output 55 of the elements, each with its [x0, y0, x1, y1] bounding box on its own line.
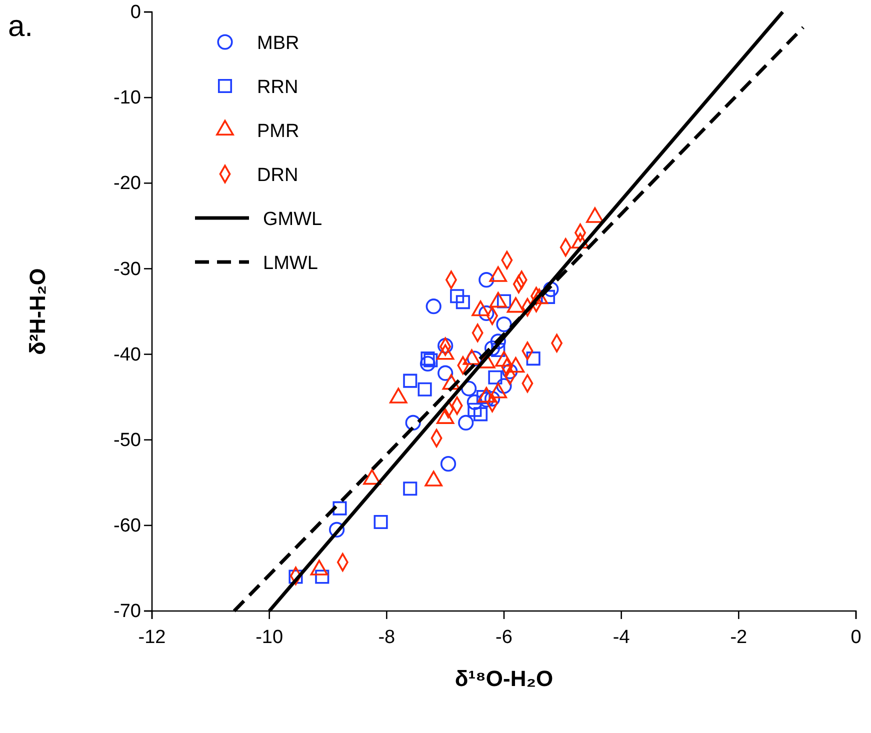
point [474, 407, 488, 422]
x-axis-title: δ¹⁸O-H₂O [454, 666, 554, 691]
point [488, 370, 502, 384]
y-tick-label: -40 [114, 344, 141, 366]
x-tick-label: -12 [138, 626, 166, 648]
point [438, 365, 454, 381]
x-tick-label: -4 [612, 626, 630, 648]
point [403, 374, 418, 388]
point [478, 305, 494, 322]
text: a. [8, 10, 34, 43]
point [543, 281, 559, 298]
legend-label: PMR [257, 121, 300, 142]
y-tick-label: -50 [114, 430, 141, 451]
point [478, 272, 494, 288]
point [450, 289, 464, 304]
point [496, 316, 512, 332]
x-tick-label: -2 [730, 626, 748, 648]
y-tick-label: -10 [114, 88, 141, 109]
point [403, 482, 418, 496]
y-tick-label: 0 [130, 2, 141, 24]
x-tick-label: -10 [256, 626, 284, 648]
legend-label: GMWL [263, 209, 322, 230]
point [374, 514, 388, 530]
point [466, 394, 482, 410]
point [420, 356, 436, 372]
point [288, 570, 303, 584]
point [440, 456, 456, 472]
point [405, 414, 421, 431]
y-tick-label: -30 [114, 258, 141, 280]
legend-label: RRN [257, 77, 298, 98]
point [332, 501, 347, 516]
x-tick-label: -8 [378, 626, 396, 648]
y-tick-label: -70 [114, 601, 141, 622]
point [426, 298, 442, 314]
x-tick-label: -6 [496, 626, 512, 648]
point [502, 364, 518, 380]
point [484, 390, 500, 407]
point [328, 522, 345, 538]
point [491, 342, 506, 358]
point [420, 352, 435, 366]
point [526, 352, 540, 366]
y-tick-label: -60 [114, 516, 141, 537]
point [418, 382, 432, 396]
legend-label: DRN [257, 165, 298, 186]
point [468, 402, 482, 417]
point [458, 414, 474, 431]
legend-label: MBR [257, 33, 300, 54]
point [424, 353, 438, 368]
legend-label: LMWL [263, 253, 318, 274]
x-tick-label: 0 [850, 626, 862, 648]
y-axis-title: δ²H-H₂O [25, 268, 50, 355]
point [490, 334, 506, 350]
point [315, 570, 330, 584]
point [456, 295, 470, 310]
y-tick-label: -20 [114, 173, 141, 194]
